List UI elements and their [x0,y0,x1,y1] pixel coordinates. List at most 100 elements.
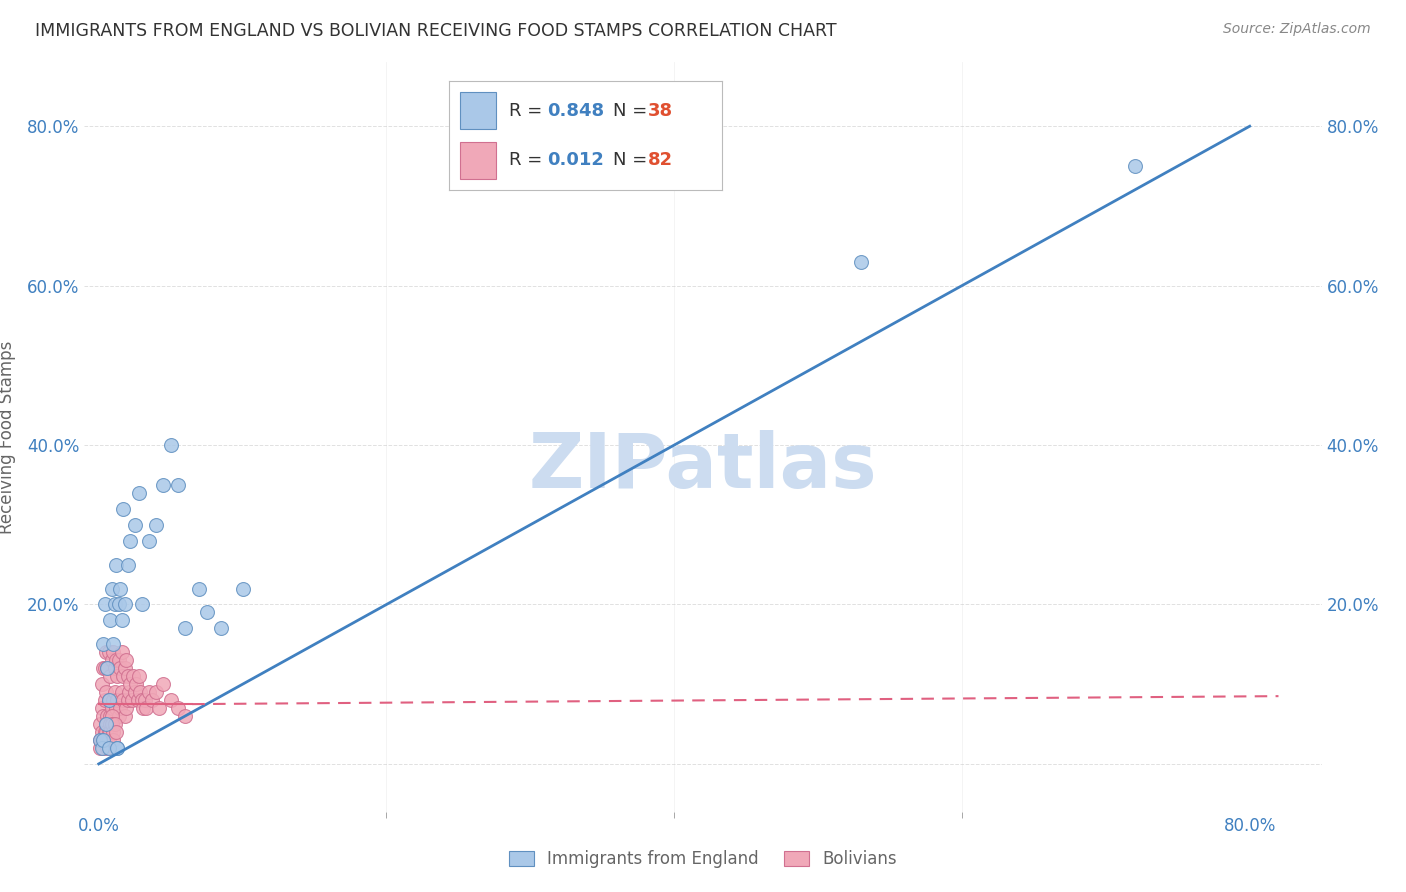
Point [232,582,254,596]
Point [96,661,118,675]
Point [105,653,128,667]
Point [91,733,114,747]
Point [110,661,132,675]
Point [91,709,114,723]
Point [135,701,157,715]
Point [98,717,121,731]
Point [111,645,134,659]
Point [141,693,163,707]
Point [195,606,218,620]
Point [94,717,117,731]
Point [152,478,174,492]
Point [103,598,125,612]
Text: IMMIGRANTS FROM ENGLAND VS BOLIVIAN RECEIVING FOOD STAMPS CORRELATION CHART: IMMIGRANTS FROM ENGLAND VS BOLIVIAN RECE… [35,22,837,40]
Point [131,693,153,707]
Point [114,598,136,612]
Text: Source: ZipAtlas.com: Source: ZipAtlas.com [1223,22,1371,37]
Point [97,733,120,747]
Point [90,733,112,747]
Point [159,438,181,452]
Point [96,741,118,756]
Point [91,661,114,675]
Point [100,709,122,723]
Point [93,725,115,739]
Point [108,709,131,723]
Point [122,669,145,683]
Point [90,701,112,715]
Point [148,701,170,715]
Point [125,677,148,691]
Point [117,558,139,572]
Point [107,693,129,707]
Point [98,614,121,628]
Point [101,725,124,739]
Point [145,685,167,699]
Point [107,741,129,756]
Point [159,693,181,707]
Point [114,709,136,723]
Point [115,653,138,667]
Point [103,661,125,675]
Point [103,717,125,731]
Point [117,669,139,683]
Point [145,517,167,532]
Point [111,685,134,699]
Point [152,677,174,691]
Point [89,733,111,747]
Point [120,533,142,548]
Point [174,709,197,723]
Point [105,725,128,739]
Point [105,558,128,572]
Point [114,661,136,675]
Point [111,614,134,628]
Point [209,621,232,635]
Y-axis label: Receiving Food Stamps: Receiving Food Stamps [0,341,15,533]
Point [103,685,125,699]
Point [132,701,155,715]
Point [127,693,149,707]
Point [94,725,117,739]
Point [134,693,156,707]
Point [91,733,114,747]
Point [120,677,142,691]
Point [98,709,121,723]
Point [96,709,118,723]
Point [97,693,120,707]
Point [138,685,160,699]
Point [124,685,146,699]
Point [90,677,112,691]
Point [174,621,197,635]
Point [97,741,120,756]
Point [110,582,132,596]
Point [131,598,153,612]
Point [110,701,132,715]
Point [94,685,117,699]
Point [100,582,122,596]
Point [851,254,873,268]
Point [101,733,124,747]
Point [121,693,143,707]
Point [93,661,115,675]
Point [138,533,160,548]
Point [128,486,150,500]
Point [91,637,114,651]
Point [1123,159,1146,173]
Point [93,693,115,707]
Point [107,669,129,683]
Point [124,517,146,532]
Point [89,717,111,731]
Point [112,669,135,683]
Point [107,741,129,756]
Point [108,653,131,667]
Point [96,733,118,747]
Point [97,645,120,659]
Point [128,669,150,683]
Point [167,478,190,492]
Point [105,701,128,715]
Point [97,725,120,739]
Point [97,693,120,707]
Point [89,741,111,756]
Point [100,717,122,731]
Legend: Immigrants from England, Bolivians: Immigrants from England, Bolivians [502,844,904,875]
Point [167,701,190,715]
